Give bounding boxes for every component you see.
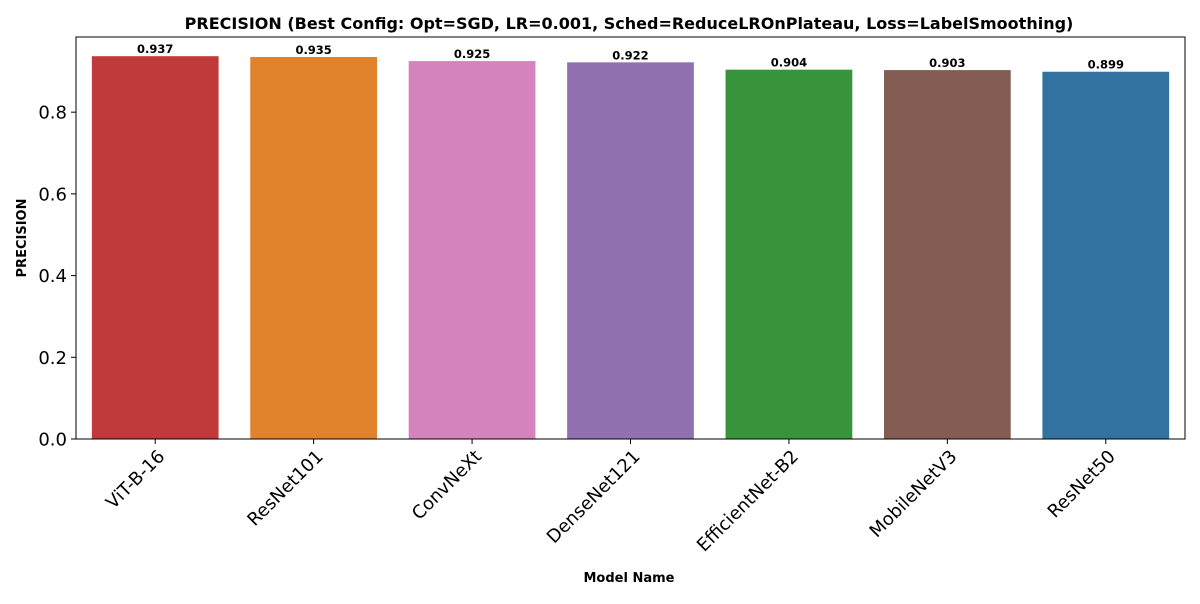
x-tick-label: DenseNet121 — [543, 446, 645, 548]
y-tick-label: 0.2 — [38, 348, 67, 369]
y-tick-label: 0.8 — [38, 103, 67, 124]
x-tick-label: ResNet101 — [243, 446, 327, 530]
bars-layer — [91, 56, 1170, 440]
y-axis-label: PRECISION — [15, 199, 30, 278]
x-tick-label: ConvNeXt — [408, 446, 486, 524]
x-axis-label: Model Name — [584, 571, 675, 586]
bar — [1042, 71, 1170, 439]
bar — [725, 69, 853, 440]
bar — [408, 61, 536, 439]
x-tick-label: MobileNetV3 — [866, 446, 962, 542]
bar-value-labels: 0.937 0.935 0.925 0.922 0.904 0.903 0.899 — [137, 42, 1124, 72]
x-tick-label: ViT-B-16 — [102, 446, 169, 513]
y-tick-label: 0.0 — [38, 430, 67, 451]
y-tick-label: 0.6 — [38, 184, 67, 205]
bar-value-label: 0.922 — [612, 48, 648, 62]
bar-value-label: 0.899 — [1088, 58, 1124, 72]
y-axis-ticks: 0.0 0.2 0.4 0.6 0.8 — [38, 103, 76, 451]
bar — [567, 62, 694, 439]
bar — [883, 70, 1011, 439]
bar-value-label: 0.937 — [137, 42, 173, 56]
bar-value-label: 0.935 — [295, 43, 331, 57]
bar-value-label: 0.904 — [771, 56, 807, 70]
x-axis-ticks: ViT-B-16 ResNet101 ConvNeXt DenseNet121 Effi… — [102, 439, 1120, 556]
chart-title: PRECISION (Best Config: Opt=SGD, LR=0.00… — [185, 14, 1074, 33]
x-tick-label: EfficientNet-B2 — [693, 446, 803, 556]
bar-value-label: 0.925 — [454, 47, 490, 61]
bar-value-label: 0.903 — [929, 56, 965, 70]
bar — [91, 56, 219, 439]
x-tick-label: ResNet50 — [1044, 446, 1120, 522]
y-tick-label: 0.4 — [38, 266, 67, 287]
bar — [250, 57, 378, 440]
